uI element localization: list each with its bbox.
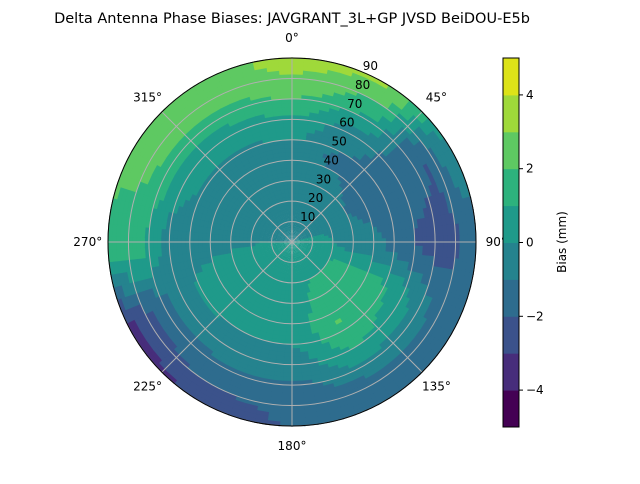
r-tick-label: 80 <box>355 78 370 92</box>
colorbar-band <box>503 169 519 206</box>
colorbar-tick-label: −4 <box>526 383 544 397</box>
colorbar-label: Bias (mm) <box>555 211 569 273</box>
r-tick-label: 50 <box>331 135 346 149</box>
colorbar-band <box>503 206 519 243</box>
theta-tick-label: 0° <box>285 31 299 45</box>
theta-tick-label: 225° <box>133 379 162 393</box>
colorbar: −4 −2 0 2 4 <box>503 58 544 428</box>
polar-grid <box>108 58 476 426</box>
colorbar-band <box>503 132 519 169</box>
colorbar-tick-label: 0 <box>526 236 534 250</box>
colorbar-band <box>503 316 519 353</box>
r-tick-label: 10 <box>300 210 315 224</box>
colorbar-band <box>503 353 519 390</box>
theta-tick-label: 45° <box>426 91 447 105</box>
colorbar-band <box>503 58 519 95</box>
r-tick-label: 30 <box>316 172 331 186</box>
colorbar-band <box>503 95 519 132</box>
theta-tick-label: 180° <box>278 439 307 453</box>
r-tick-label: 70 <box>347 97 362 111</box>
theta-tick-label: 270° <box>73 235 102 249</box>
colorbar-band <box>503 390 519 427</box>
colorbar-band <box>503 279 519 316</box>
colorbar-tick-label: 2 <box>526 162 534 176</box>
chart-title: Delta Antenna Phase Biases: JAVGRANT_3L+… <box>54 11 530 27</box>
colorbar-tick-label: −2 <box>526 309 544 323</box>
r-tick-label: 60 <box>339 116 354 130</box>
colorbar-band <box>503 243 519 280</box>
theta-tick-label: 315° <box>133 91 162 105</box>
r-tick-label: 20 <box>308 191 323 205</box>
r-tick-label: 90 <box>363 59 378 73</box>
colorbar-tick-label: 4 <box>526 88 534 102</box>
theta-tick-label: 135° <box>422 379 451 393</box>
r-tick-label: 40 <box>324 153 339 167</box>
